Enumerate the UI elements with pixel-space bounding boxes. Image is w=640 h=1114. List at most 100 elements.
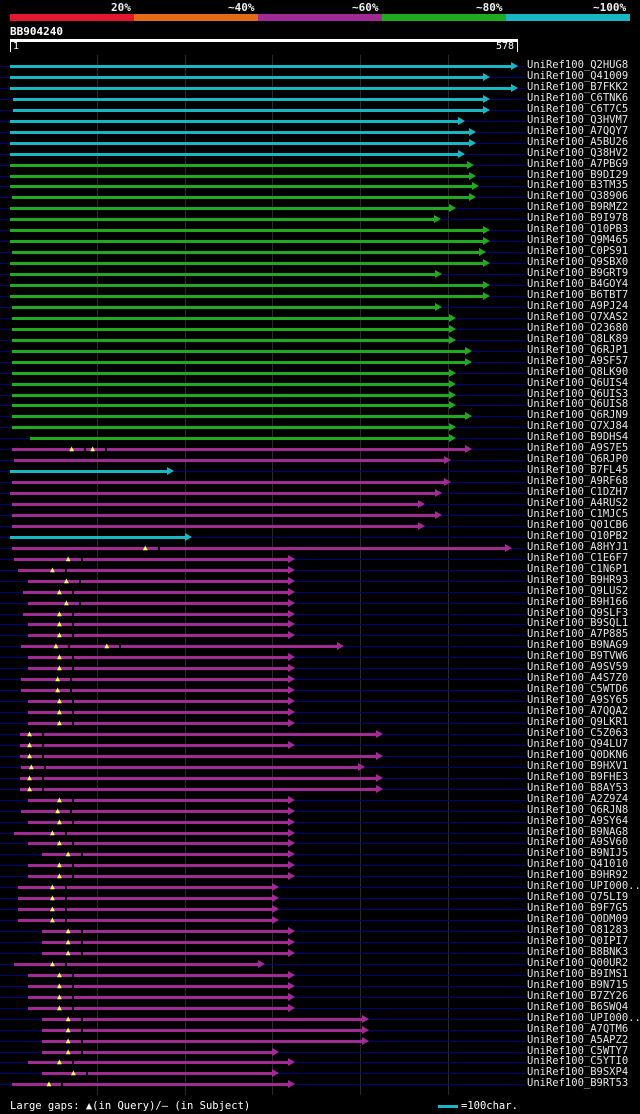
hit-label[interactable]: UniRef100_C0PS91 [527, 245, 629, 258]
hit-bar[interactable] [12, 97, 483, 101]
hit-label[interactable]: UniRef100_B9SQL1 [527, 617, 629, 630]
hit-bar[interactable] [10, 262, 483, 266]
hit-label[interactable]: UniRef100_A7QTM6 [527, 1022, 629, 1035]
hit-bar[interactable] [11, 524, 418, 528]
hit-bar[interactable] [42, 1039, 362, 1043]
hit-bar[interactable] [28, 711, 288, 715]
hit-bar[interactable] [11, 316, 450, 320]
hit-label[interactable]: UniRef100_Q9LUS2 [527, 584, 629, 597]
hit-label[interactable]: UniRef100_Q6RJP1 [527, 343, 629, 356]
hit-bar[interactable] [23, 590, 288, 594]
hit-label[interactable]: UniRef100_A7P885 [527, 628, 629, 641]
hit-label[interactable]: UniRef100_C6T7C5 [527, 102, 629, 115]
hit-bar[interactable] [14, 557, 288, 561]
hit-bar[interactable] [11, 371, 450, 375]
hit-label[interactable]: UniRef100_Q6RJN9 [527, 409, 629, 422]
hit-bar[interactable] [42, 853, 288, 857]
hit-bar[interactable] [30, 437, 450, 441]
hit-bar[interactable] [14, 459, 445, 463]
hit-bar[interactable] [10, 240, 483, 244]
hit-label[interactable]: UniRef100_UPI000.. [527, 1011, 640, 1024]
hit-bar[interactable] [19, 754, 376, 758]
hit-bar[interactable] [11, 393, 450, 397]
hit-label[interactable]: UniRef100_B9HR92 [527, 869, 629, 882]
hit-bar[interactable] [42, 1028, 362, 1032]
hit-label[interactable]: UniRef100_Q2HUG8 [527, 59, 629, 71]
hit-bar[interactable] [42, 951, 288, 955]
hit-bar[interactable] [12, 108, 483, 112]
hit-bar[interactable] [28, 973, 288, 977]
hit-label[interactable]: UniRef100_Q6RJP0 [527, 453, 629, 466]
hit-label[interactable]: UniRef100_Q10PB3 [527, 223, 629, 236]
hit-label[interactable]: UniRef100_Q10PB2 [527, 529, 629, 542]
hit-bar[interactable] [10, 492, 436, 496]
hit-label[interactable]: UniRef100_B9TVW6 [527, 650, 629, 663]
hit-bar[interactable] [19, 743, 288, 747]
hit-bar[interactable] [19, 787, 376, 791]
hit-label[interactable]: UniRef100_A7QQY7 [527, 124, 629, 137]
hit-bar[interactable] [28, 579, 288, 583]
hit-label[interactable]: UniRef100_B4GOY4 [527, 278, 629, 290]
hit-label[interactable]: UniRef100_Q7XJ84 [527, 420, 629, 433]
hit-bar[interactable] [11, 448, 466, 452]
hit-label[interactable]: UniRef100_B8BNK3 [527, 945, 629, 958]
hit-bar[interactable] [10, 294, 483, 298]
hit-label[interactable]: UniRef100_B3TM35 [527, 179, 629, 192]
hit-bar[interactable] [10, 185, 473, 189]
hit-label[interactable]: UniRef100_Q0IPI7 [527, 935, 629, 947]
hit-bar[interactable] [10, 141, 469, 145]
hit-bar[interactable] [28, 634, 288, 638]
hit-bar[interactable] [42, 1017, 362, 1021]
hit-label[interactable]: UniRef100_B9SXP4 [527, 1066, 629, 1079]
hit-bar[interactable] [11, 251, 480, 255]
hit-bar[interactable] [10, 470, 167, 474]
hit-label[interactable]: UniRef100_Q75LI9 [527, 891, 629, 904]
hit-bar[interactable] [10, 207, 450, 211]
hit-label[interactable]: UniRef100_B9DHS4 [527, 431, 629, 444]
hit-label[interactable]: UniRef100_B9FHE3 [527, 770, 629, 783]
hit-label[interactable]: UniRef100_A5BU26 [527, 135, 629, 148]
hit-label[interactable]: UniRef100_A9S7E5 [527, 442, 629, 455]
hit-bar[interactable] [28, 1006, 288, 1010]
hit-label[interactable]: UniRef100_Q6UIS3 [527, 387, 629, 400]
hit-label[interactable]: UniRef100_C1N6P1 [527, 562, 629, 575]
hit-bar[interactable] [19, 776, 376, 780]
hit-bar[interactable] [28, 984, 288, 988]
hit-bar[interactable] [28, 601, 288, 605]
hit-label[interactable]: UniRef100_A9SY64 [527, 814, 629, 827]
hit-label[interactable]: UniRef100_Q94LU7 [527, 737, 629, 750]
hit-label[interactable]: UniRef100_Q0DM09 [527, 913, 629, 926]
hit-bar[interactable] [21, 765, 359, 769]
hit-label[interactable]: UniRef100_Q6RJN8 [527, 803, 629, 816]
hit-bar[interactable] [10, 535, 185, 539]
hit-bar[interactable] [10, 152, 459, 156]
hit-label[interactable]: UniRef100_A9SV59 [527, 661, 629, 674]
hit-bar[interactable] [17, 568, 288, 572]
hit-label[interactable]: UniRef100_Q3HVM7 [527, 113, 629, 126]
hit-label[interactable]: UniRef100_Q6UIS8 [527, 398, 629, 411]
hit-label[interactable]: UniRef100_Q9SBX0 [527, 256, 629, 269]
hit-bar[interactable] [10, 273, 436, 277]
hit-label[interactable]: UniRef100_A7QQA2 [527, 705, 629, 718]
hit-label[interactable]: UniRef100_B7FKK2 [527, 80, 629, 93]
hit-label[interactable]: UniRef100_B9RT53 [527, 1077, 629, 1090]
hit-bar[interactable] [11, 338, 450, 342]
hit-label[interactable]: UniRef100_Q01CB6 [527, 518, 629, 531]
hit-label[interactable]: UniRef100_B9DI29 [527, 168, 629, 181]
hit-bar[interactable] [21, 689, 288, 693]
hit-bar[interactable] [28, 722, 288, 725]
hit-bar[interactable] [21, 809, 288, 813]
hit-bar[interactable] [11, 196, 469, 200]
hit-label[interactable]: UniRef100_Q38HV2 [527, 146, 629, 159]
hit-label[interactable]: UniRef100_A9SY65 [527, 694, 629, 707]
hit-label[interactable]: UniRef100_A9PJ24 [527, 299, 629, 312]
hit-bar[interactable] [10, 218, 434, 222]
hit-label[interactable]: UniRef100_A7PBG9 [527, 157, 629, 170]
hit-bar[interactable] [11, 426, 450, 430]
hit-label[interactable]: UniRef100_A9SF57 [527, 354, 629, 367]
hit-bar[interactable] [42, 930, 288, 934]
hit-label[interactable]: UniRef100_Q41009 [527, 69, 629, 82]
hit-label[interactable]: UniRef100_B9RMZ2 [527, 201, 629, 214]
hit-bar[interactable] [28, 875, 288, 879]
hit-bar[interactable] [28, 623, 288, 627]
